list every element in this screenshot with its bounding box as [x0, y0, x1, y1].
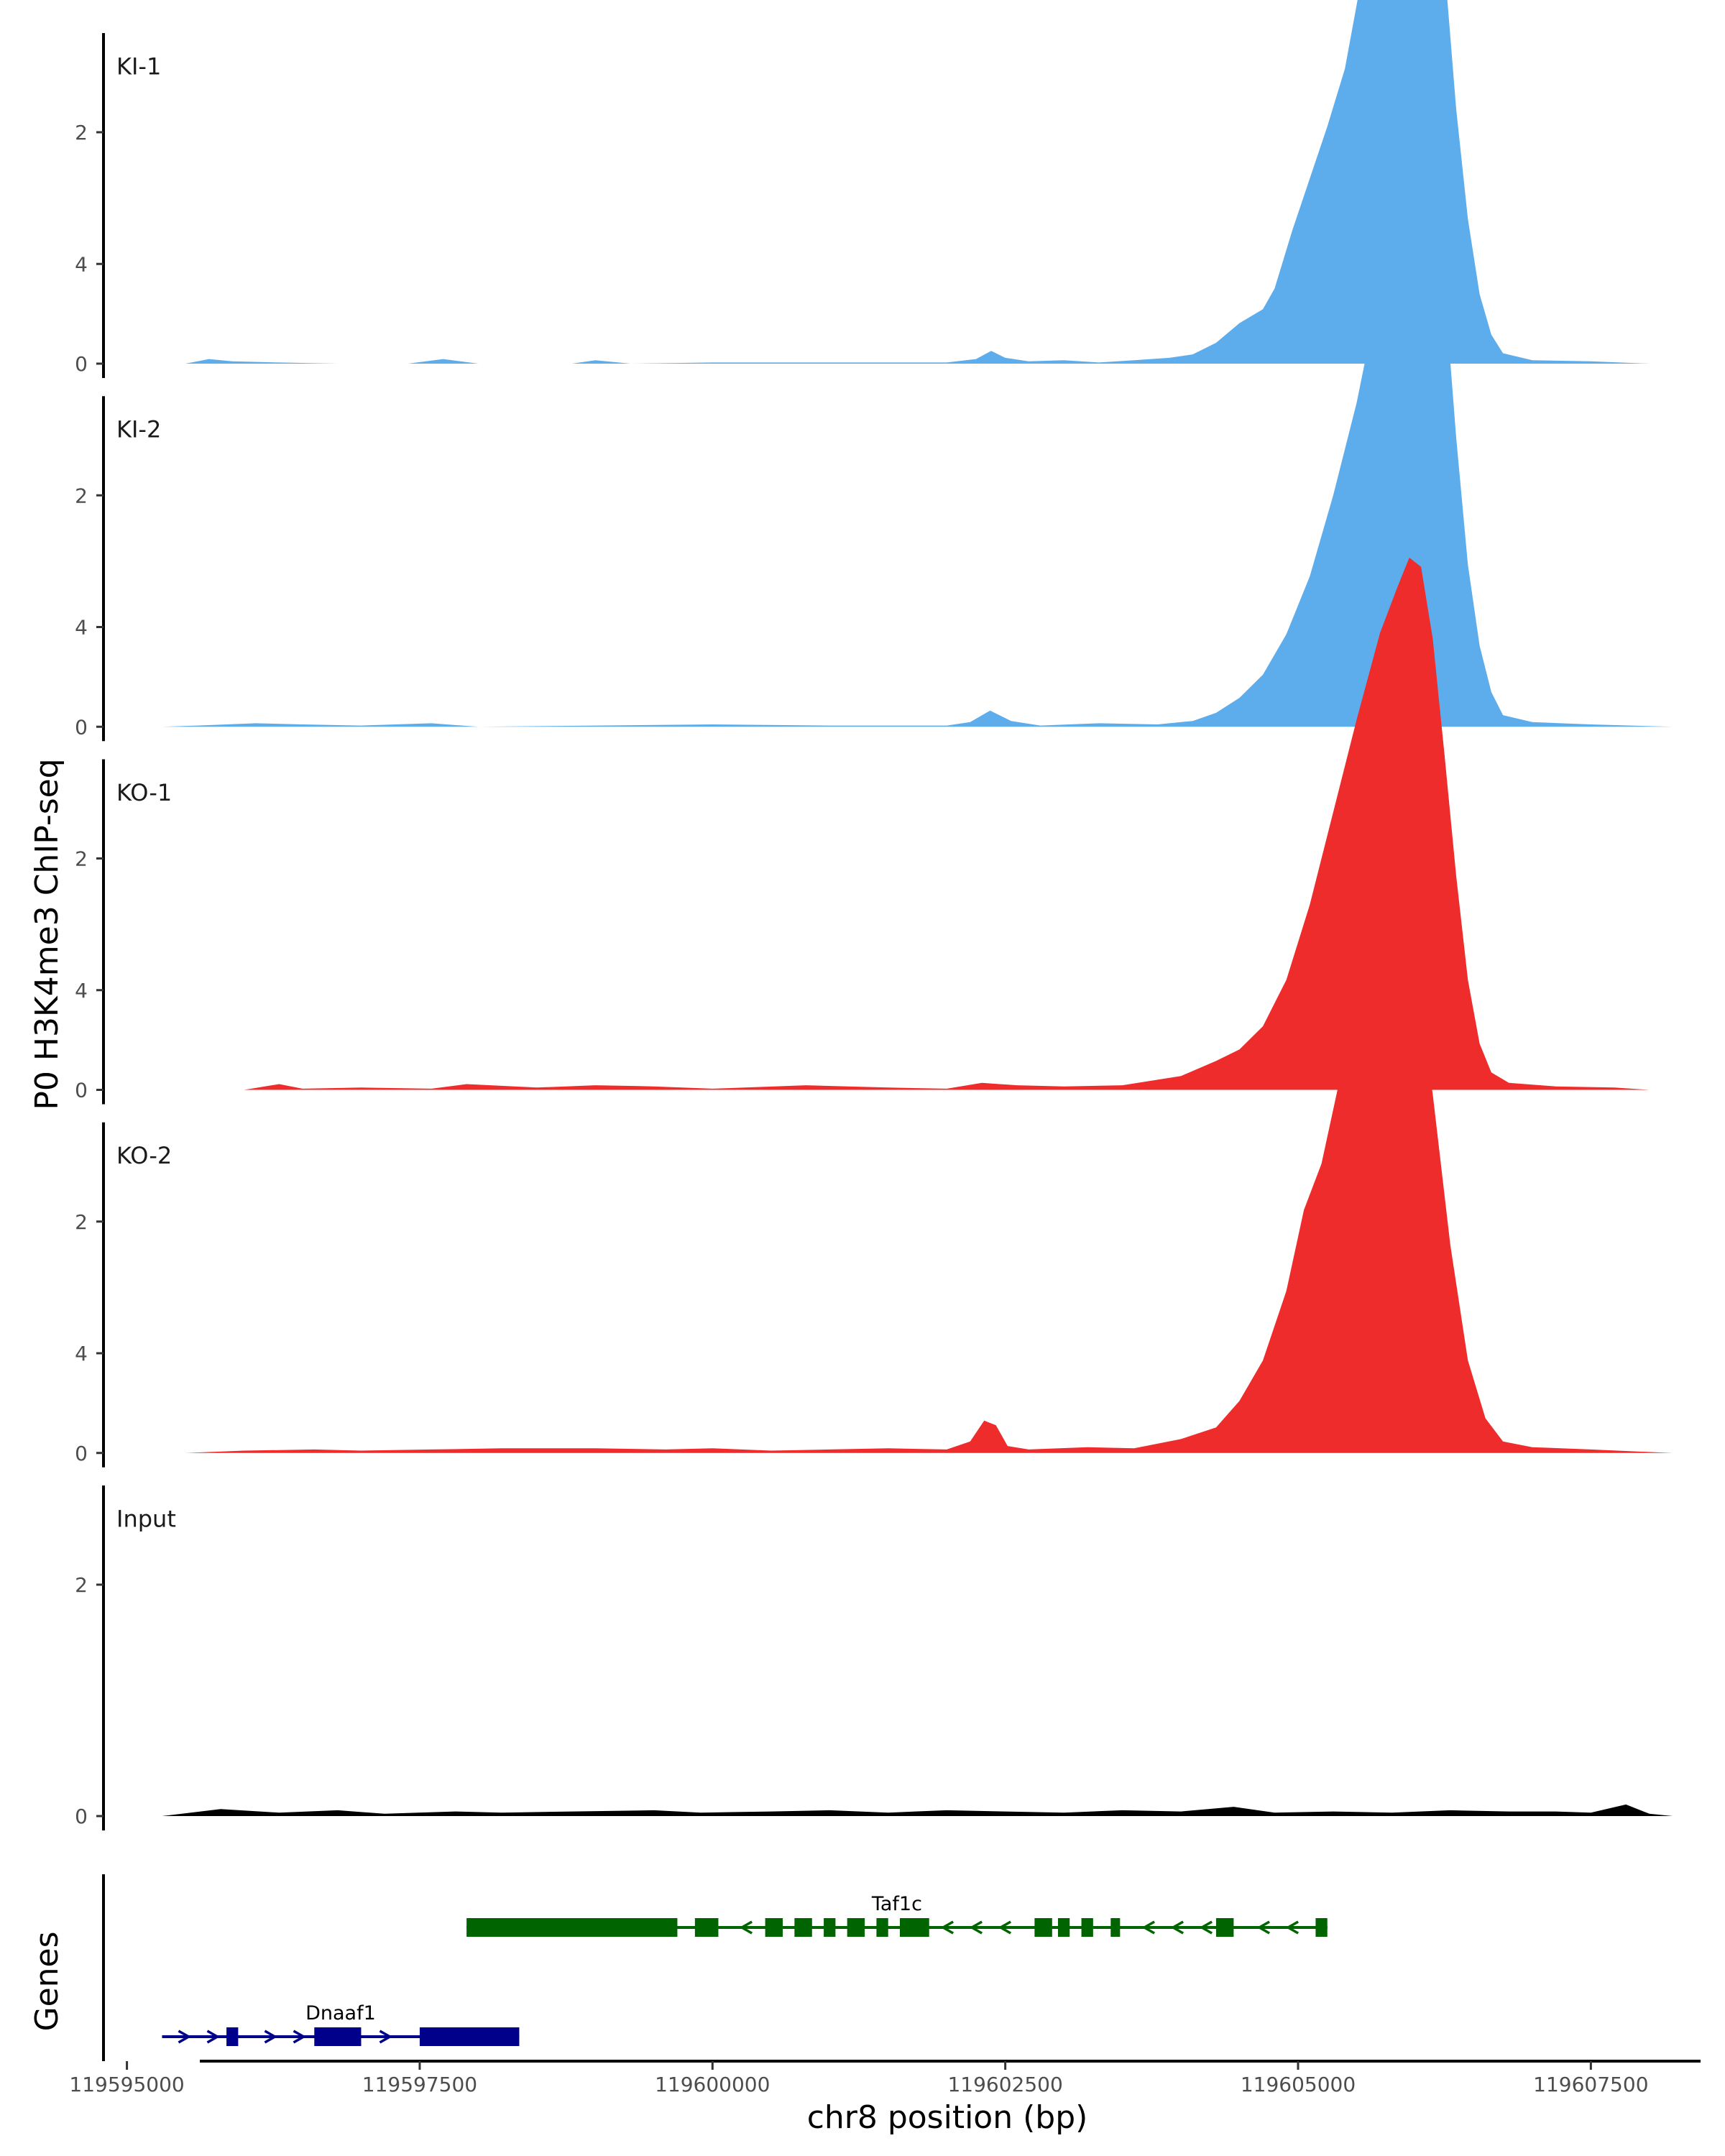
- y-tick-label: 2: [75, 484, 88, 507]
- strand-arrow: [1199, 1920, 1213, 1935]
- y-tick-label: 2: [75, 1573, 88, 1597]
- gene-exon: [876, 1918, 888, 1937]
- strand-arrow: [206, 2030, 220, 2044]
- y-tick-label: 4: [75, 1342, 88, 1365]
- gene-exon: [1081, 1918, 1093, 1937]
- y-tick-label: 0: [75, 1079, 88, 1102]
- strand-arrow: [1170, 1920, 1184, 1935]
- genes-axis-title: Genes: [29, 1931, 65, 2031]
- y-tick-label: 4: [75, 616, 88, 640]
- strand-arrow: [969, 1920, 983, 1935]
- x-tick-label: 119605000: [1241, 2073, 1356, 2096]
- x-axis: 119595000 119597500 119600000 119602500 1196…: [69, 2060, 1701, 2096]
- track-label: KO-2: [116, 1142, 172, 1169]
- track-label: KI-2: [116, 416, 161, 443]
- strand-arrow: [293, 2030, 306, 2044]
- strand-arrow: [379, 2030, 392, 2044]
- strand-arrow: [1285, 1920, 1299, 1935]
- strand-arrow: [1256, 1920, 1270, 1935]
- gene-exon: [847, 1918, 865, 1937]
- track-panel-input: 0 2 4 Input: [75, 1342, 1673, 1830]
- gene-exon: [1315, 1918, 1328, 1937]
- y-tick-label: 2: [75, 1210, 88, 1234]
- genes-layer: Taf1c Dnaaf1: [102, 1874, 1328, 2061]
- track-label: KI-1: [116, 52, 161, 80]
- strand-arrow: [1141, 1920, 1155, 1935]
- x-axis-title: chr8 position (bp): [807, 2099, 1088, 2136]
- y-axis-title: P0 H3K4me3 ChIP-seq: [29, 758, 65, 1110]
- y-tick-label: 0: [75, 1442, 88, 1465]
- x-tick-label: 119595000: [69, 2073, 184, 2096]
- gene-exon: [824, 1918, 836, 1937]
- strand-arrow: [940, 1920, 954, 1935]
- gene-exon: [1110, 1918, 1121, 1937]
- coverage-area: [185, 891, 1673, 1453]
- coverage-area: [162, 1804, 1673, 1816]
- gene-label: Taf1c: [871, 1893, 922, 1915]
- track-panel-ko-2: 0 2 4 KO-2: [75, 891, 1673, 1468]
- y-tick-label: 4: [75, 979, 88, 1003]
- gene-exon: [466, 1918, 678, 1937]
- x-tick-label: 119600000: [655, 2073, 770, 2096]
- gene-exon: [314, 2027, 362, 2046]
- y-tick-label: 0: [75, 1805, 88, 1828]
- y-tick-label: 2: [75, 847, 88, 871]
- y-tick-label: 2: [75, 121, 88, 144]
- gene-exon: [419, 2027, 520, 2046]
- gene-label: Dnaaf1: [305, 2002, 376, 2024]
- strand-arrow: [998, 1920, 1011, 1935]
- gene-exon: [226, 2027, 239, 2046]
- gene-exon: [1057, 1918, 1070, 1937]
- y-tick-label: 4: [75, 252, 88, 276]
- gene-exon: [900, 1918, 929, 1937]
- coverage-area: [244, 557, 1650, 1090]
- y-tick-label: 0: [75, 352, 88, 376]
- gene-exon: [1215, 1918, 1234, 1937]
- x-tick-label: 119602500: [947, 2073, 1062, 2096]
- x-tick-label: 119597500: [362, 2073, 477, 2096]
- coverage-area: [162, 101, 1673, 727]
- track-panel-ki-1: 0 2 4 KI-1: [75, 0, 1650, 378]
- gene-exon: [694, 1918, 719, 1937]
- y-tick-label: 0: [75, 715, 88, 739]
- coverage-area: [185, 0, 1650, 364]
- x-tick-label: 119607500: [1533, 2073, 1648, 2096]
- gene-exon: [1034, 1918, 1052, 1937]
- track-panel-ki-2: 0 2 4 KI-2: [75, 101, 1673, 742]
- gene-dnaaf1: Dnaaf1: [162, 2002, 520, 2046]
- gene-exon: [794, 1918, 812, 1937]
- gene-exon: [765, 1918, 783, 1937]
- track-label: KO-1: [116, 779, 172, 806]
- track-panel-ko-1: 0 2 4 KO-1: [75, 557, 1650, 1105]
- gene-taf1c: Taf1c: [466, 1893, 1328, 1937]
- strand-arrow: [264, 2030, 277, 2044]
- strand-arrow: [739, 1920, 753, 1935]
- strand-arrow: [178, 2030, 191, 2044]
- track-label: Input: [116, 1505, 176, 1532]
